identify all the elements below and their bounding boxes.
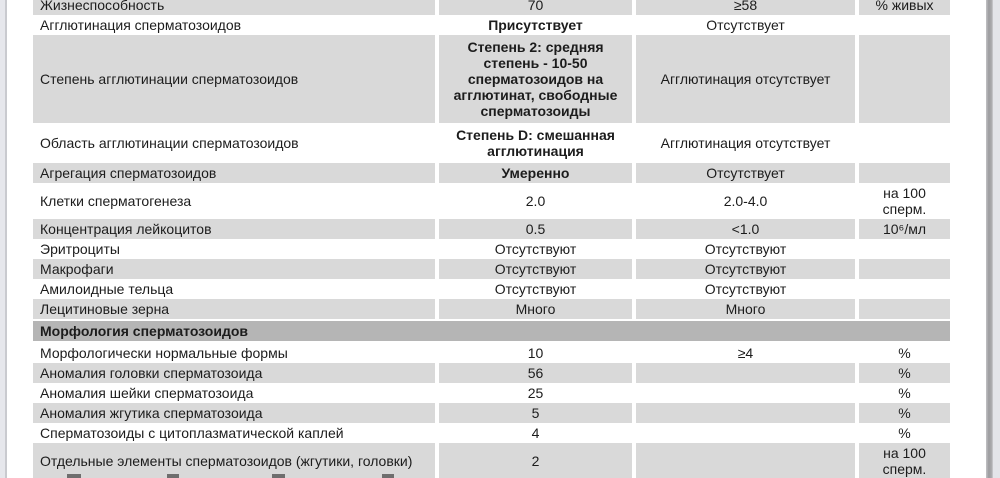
table-row: Аномалия шейки сперматозоида 25% xyxy=(33,383,950,403)
param-name-cell: Морфологически нормальные формы xyxy=(33,343,437,363)
unit-cell: % xyxy=(855,343,950,363)
result-cell: Много xyxy=(435,299,634,319)
param-name-cell: Аномалия головки сперматозоида xyxy=(33,363,437,383)
unit-cell: 10⁶/мл xyxy=(855,219,950,239)
reference-cell: Отсутствуют xyxy=(632,279,857,299)
unit-cell xyxy=(855,35,950,123)
reference-cell: ≥58 xyxy=(632,0,857,15)
reference-cell xyxy=(632,383,857,403)
clipped-text-fragment xyxy=(272,474,285,478)
table-row: Морфологически нормальные формы 10 ≥4% xyxy=(33,343,950,363)
reference-cell: Отсутствует xyxy=(632,15,857,35)
param-name-cell: Жизнеспособность xyxy=(33,0,437,15)
reference-cell: Агглютинация отсутствует xyxy=(632,35,857,123)
result-cell: 2 xyxy=(435,443,634,478)
document-page: Жизнеспособность 70 ≥58% живых Агглютинация… xyxy=(7,0,986,478)
result-cell: 56 xyxy=(435,363,634,383)
table-row: Сперматозоиды с цитоплазматической капле… xyxy=(33,423,950,443)
clipped-text-fragment xyxy=(382,474,394,478)
result-cell: 70 xyxy=(435,0,634,15)
table-row: Клетки сперматогенеза 2.0 2.0-4.0 на 100 сп… xyxy=(33,183,950,219)
reference-cell xyxy=(632,363,857,383)
section-cell: Морфология сперматозоидов xyxy=(33,319,950,343)
table-row: Аномалия жгутика сперматозоида 5% xyxy=(33,403,950,423)
unit-cell: % xyxy=(855,423,950,443)
param-name-cell: Степень агглютинации сперматозоидов xyxy=(33,35,437,123)
reference-cell: ≥4 xyxy=(632,343,857,363)
param-name-cell: Концентрация лейкоцитов xyxy=(33,219,437,239)
result-cell: 0.5 xyxy=(435,219,634,239)
table-row: Степень агглютинации сперматозоидов Степе… xyxy=(33,35,950,123)
result-cell: Отсутствуют xyxy=(435,239,634,259)
unit-cell: % xyxy=(855,383,950,403)
unit-cell xyxy=(855,163,950,183)
table-row: Аномалия головки сперматозоида 56% xyxy=(33,363,950,383)
unit-cell: % xyxy=(855,403,950,423)
result-cell: 10 xyxy=(435,343,634,363)
param-name-cell: Эритроциты xyxy=(33,239,437,259)
result-cell: Присутствует xyxy=(435,15,634,35)
section-header-row: Морфология сперматозоидов xyxy=(33,319,950,343)
reference-cell: Отсутствует xyxy=(632,163,857,183)
table-row: Отдельные элементы сперматозоидов (жгути… xyxy=(33,443,950,478)
unit-cell xyxy=(855,279,950,299)
reference-cell: Агглютинация отсутствует xyxy=(632,123,857,163)
page-right-edge-bar xyxy=(986,0,993,478)
table-row: Макрофаги Отсутствуют Отсутствуют xyxy=(33,259,950,279)
table-row: Жизнеспособность 70 ≥58% живых xyxy=(33,0,950,15)
section-title: Морфология сперматозоидов xyxy=(33,321,950,341)
table-row: Область агглютинации сперматозоидов Степе… xyxy=(33,123,950,163)
param-name-cell: Агрегация сперматозоидов xyxy=(33,163,437,183)
param-name-cell: Амилоидные тельца xyxy=(33,279,437,299)
param-name-cell: Агглютинация сперматозоидов xyxy=(33,15,437,35)
table-row: Концентрация лейкоцитов 0.5 <1.0 10⁶/мл xyxy=(33,219,950,239)
param-name-cell: Отдельные элементы сперматозоидов (жгути… xyxy=(33,443,437,478)
result-cell: Отсутствуют xyxy=(435,279,634,299)
result-cell: 5 xyxy=(435,403,634,423)
results-table: Жизнеспособность 70 ≥58% живых Агглютинация… xyxy=(33,0,950,478)
reference-cell: 2.0-4.0 xyxy=(632,183,857,219)
unit-cell xyxy=(855,123,950,163)
param-name-cell: Лецитиновые зерна xyxy=(33,299,437,319)
result-cell: Степень 2: средняя степень - 10-50 сперм… xyxy=(435,35,634,123)
unit-cell xyxy=(855,15,950,35)
result-cell: Умеренно xyxy=(435,163,634,183)
unit-cell: % xyxy=(855,363,950,383)
viewer-left-margin xyxy=(0,0,5,478)
reference-cell xyxy=(632,423,857,443)
reference-cell: Отсутствуют xyxy=(632,239,857,259)
param-name-cell: Клетки сперматогенеза xyxy=(33,183,437,219)
unit-cell: на 100 сперм. xyxy=(855,183,950,219)
reference-cell xyxy=(632,403,857,423)
param-name-cell: Аномалия жгутика сперматозоида xyxy=(33,403,437,423)
table-row: Агглютинация сперматозоидов Присутствует О… xyxy=(33,15,950,35)
unit-cell xyxy=(855,239,950,259)
param-name-cell: Сперматозоиды с цитоплазматической капле… xyxy=(33,423,437,443)
viewer-right-margin xyxy=(993,0,1000,478)
table-row: Лецитиновые зерна Много Много xyxy=(33,299,950,319)
reference-cell xyxy=(632,443,857,478)
reference-cell: <1.0 xyxy=(632,219,857,239)
page-left-edge xyxy=(5,0,7,478)
result-cell: 2.0 xyxy=(435,183,634,219)
result-cell: 4 xyxy=(435,423,634,443)
reference-cell: Отсутствуют xyxy=(632,259,857,279)
table-row: Эритроциты Отсутствуют Отсутствуют xyxy=(33,239,950,259)
param-name-cell: Макрофаги xyxy=(33,259,437,279)
unit-cell xyxy=(855,259,950,279)
reference-cell: Много xyxy=(632,299,857,319)
result-cell: Отсутствуют xyxy=(435,259,634,279)
clipped-text-fragment xyxy=(67,474,81,478)
clipped-text-fragment xyxy=(167,474,179,478)
result-cell: Степень D: смешанная агглютинация xyxy=(435,123,634,163)
param-name-cell: Аномалия шейки сперматозоида xyxy=(33,383,437,403)
param-name-cell: Область агглютинации сперматозоидов xyxy=(33,123,437,163)
unit-cell: на 100 сперм. xyxy=(855,443,950,478)
table-row: Амилоидные тельца Отсутствуют Отсутствуют xyxy=(33,279,950,299)
result-cell: 25 xyxy=(435,383,634,403)
table-row: Агрегация сперматозоидов Умеренно Отсутств… xyxy=(33,163,950,183)
unit-cell xyxy=(855,299,950,319)
unit-cell: % живых xyxy=(855,0,950,15)
